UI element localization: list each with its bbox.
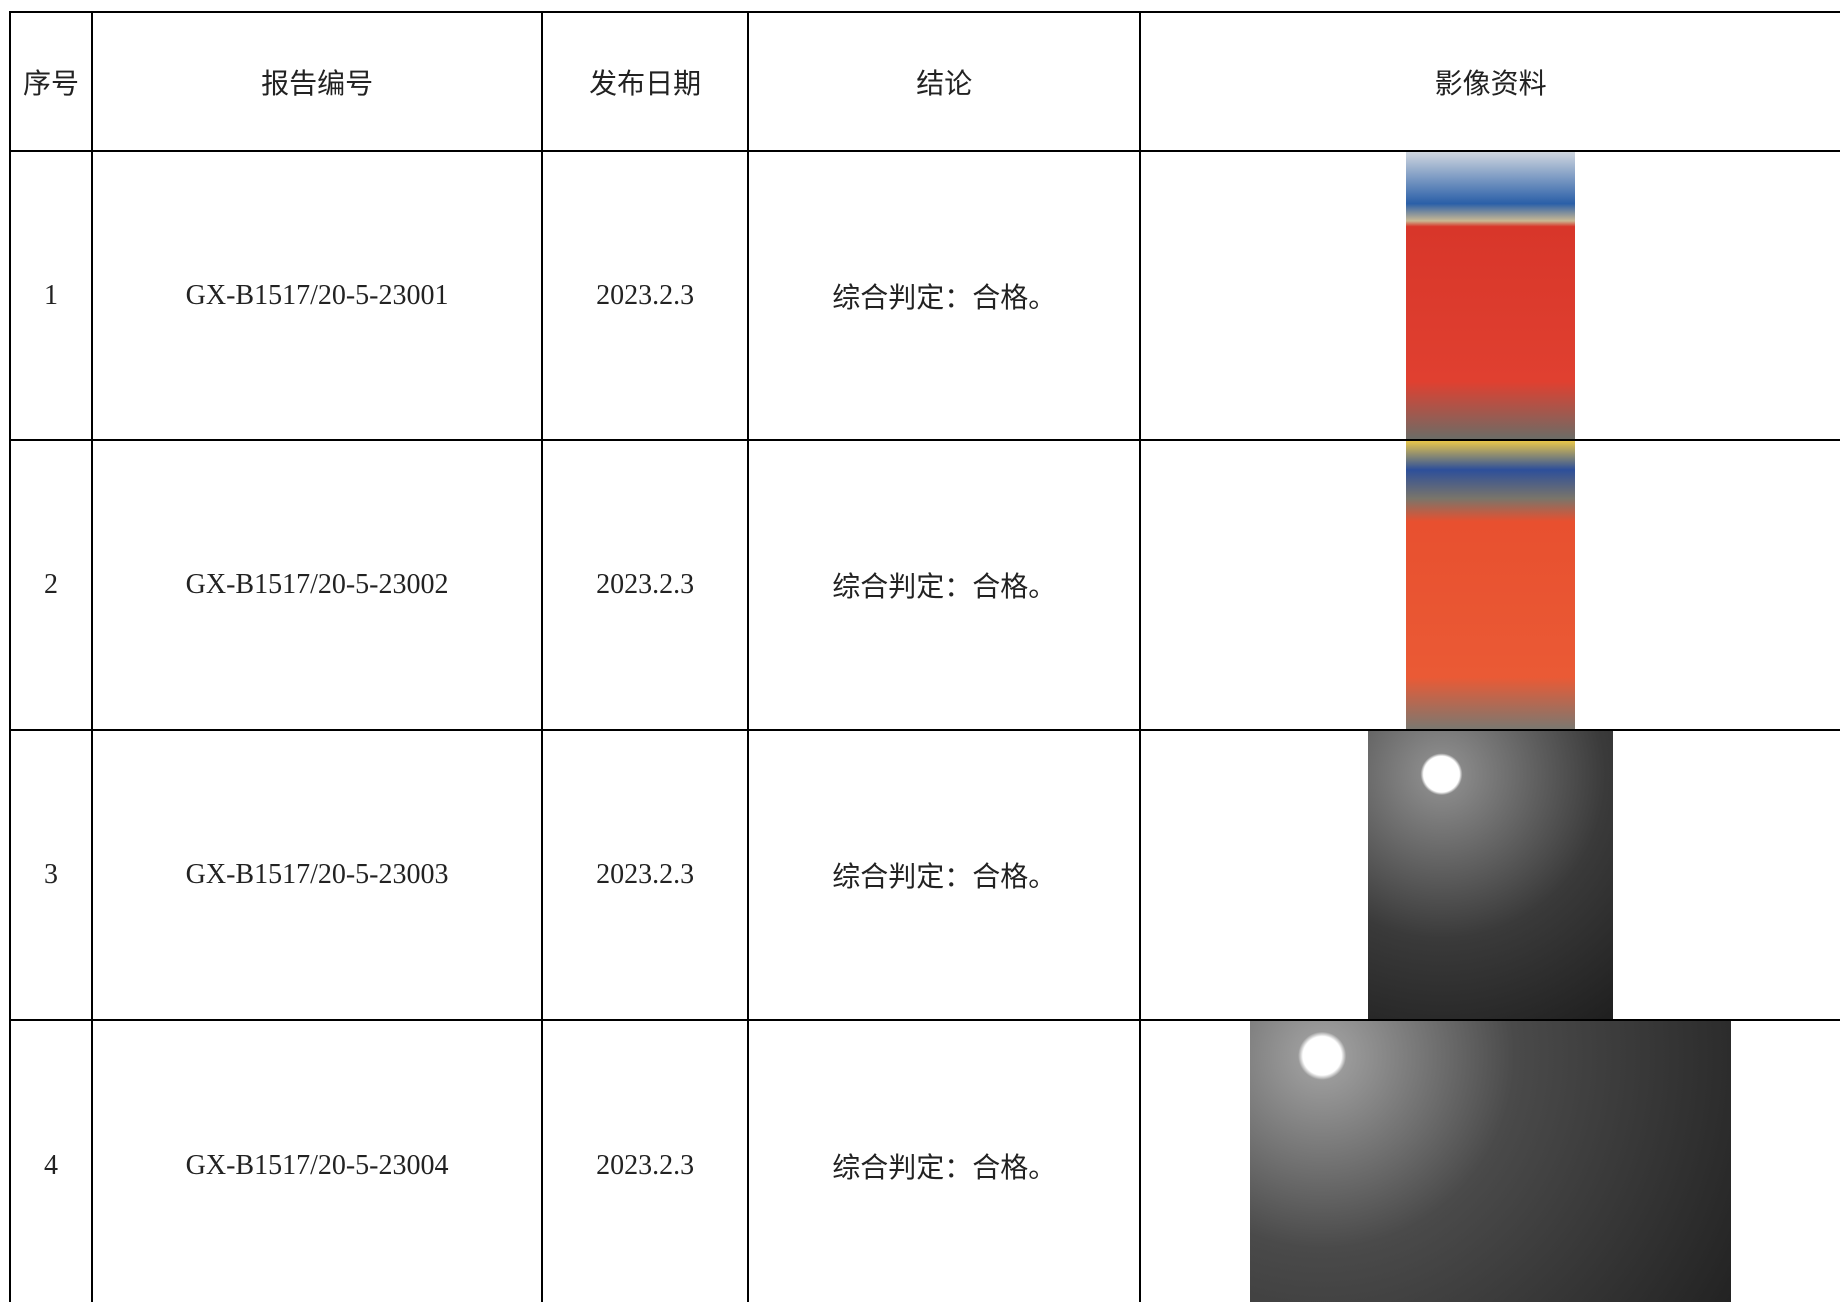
header-cell: 序号 [9, 11, 93, 152]
photo-cell [1139, 729, 1840, 1021]
photo-cell [1139, 150, 1840, 441]
cell: GX-B1517/20-5-23002 [90, 439, 544, 731]
report-table: 序号 报告编号 发布日期 结论 影像资料 1 GX-B1517/20-5-230… [9, 11, 1840, 1302]
photo [1368, 731, 1614, 1019]
header-cell: 报告编号 [90, 11, 544, 152]
cell: GX-B1517/20-5-23001 [90, 150, 544, 441]
header-row: 序号 报告编号 发布日期 结论 影像资料 [9, 11, 1840, 152]
cell: 综合判定：合格。 [747, 729, 1142, 1021]
cell: 2023.2.3 [541, 439, 750, 731]
photo-cell [1139, 439, 1840, 731]
row: 1 GX-B1517/20-5-23001 2023.2.3 综合判定：合格。 [9, 150, 1840, 441]
cell: GX-B1517/20-5-23004 [90, 1019, 544, 1302]
cell: 2023.2.3 [541, 729, 750, 1021]
cell: 2 [9, 439, 93, 731]
header-cell: 影像资料 [1139, 11, 1840, 152]
cell: GX-B1517/20-5-23003 [90, 729, 544, 1021]
header-cell: 结论 [747, 11, 1142, 152]
row: 3 GX-B1517/20-5-23003 2023.2.3 综合判定：合格。 [9, 729, 1840, 1021]
cell: 4 [9, 1019, 93, 1302]
header-cell: 发布日期 [541, 11, 750, 152]
cell: 3 [9, 729, 93, 1021]
cell: 综合判定：合格。 [747, 150, 1142, 441]
photo [1406, 152, 1576, 439]
cell: 综合判定：合格。 [747, 1019, 1142, 1302]
cell: 综合判定：合格。 [747, 439, 1142, 731]
photo-cell [1139, 1019, 1840, 1302]
photo [1406, 441, 1576, 729]
cell: 2023.2.3 [541, 150, 750, 441]
photo [1250, 1021, 1732, 1302]
row: 2 GX-B1517/20-5-23002 2023.2.3 综合判定：合格。 [9, 439, 1840, 731]
cell: 1 [9, 150, 93, 441]
row: 4 GX-B1517/20-5-23004 2023.2.3 综合判定：合格。 [9, 1019, 1840, 1302]
cell: 2023.2.3 [541, 1019, 750, 1302]
